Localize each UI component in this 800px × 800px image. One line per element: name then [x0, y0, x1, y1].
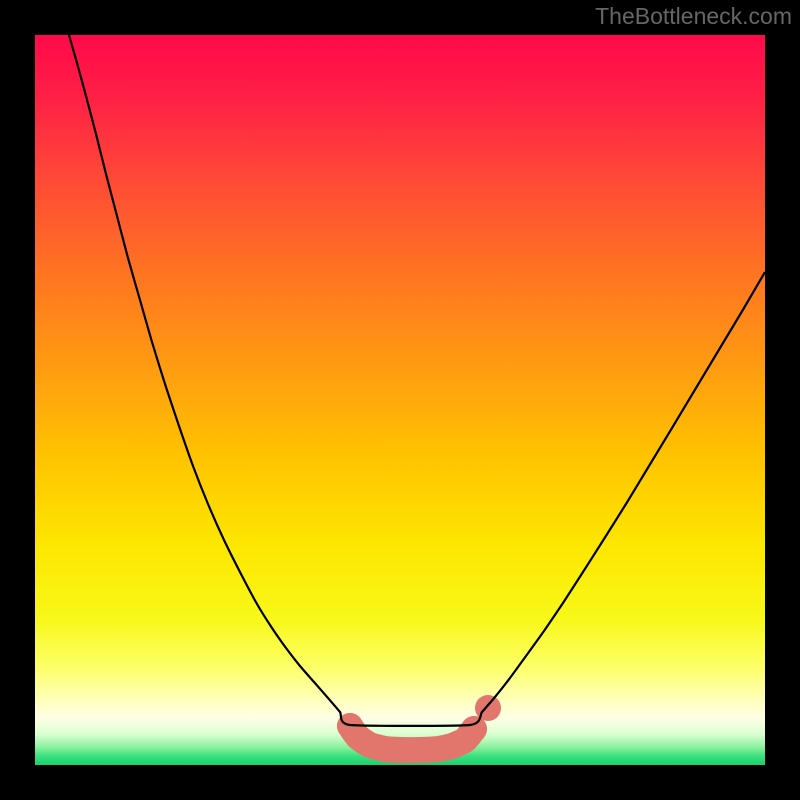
bottleneck-chart: TheBottleneck.com — [0, 0, 800, 800]
plot-area — [35, 35, 765, 765]
watermark-label: TheBottleneck.com — [595, 3, 792, 29]
